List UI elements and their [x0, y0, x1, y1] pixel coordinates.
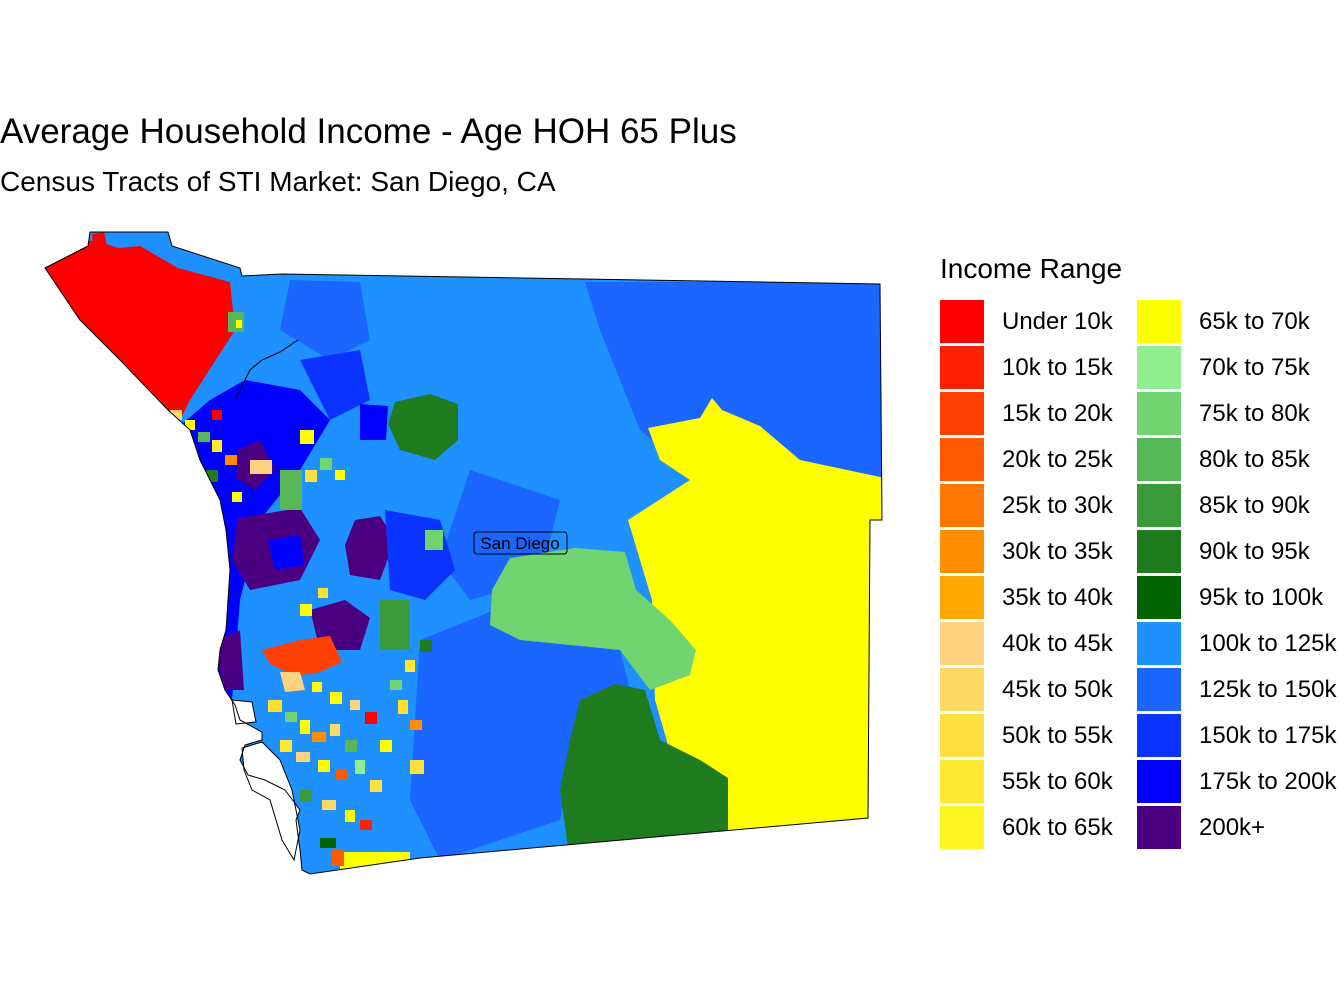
legend-swatch	[940, 300, 984, 343]
legend-label: 80k to 85k	[1199, 446, 1310, 473]
tract-75k-80k-center	[490, 548, 696, 690]
legend-label: 100k to 125k	[1199, 630, 1337, 657]
legend-label: 125k to 150k	[1199, 676, 1337, 703]
tract-90k-95k-north	[388, 394, 458, 460]
legend-swatch	[940, 530, 984, 573]
legend-label: 35k to 40k	[1002, 584, 1113, 611]
legend-label: 75k to 80k	[1199, 400, 1310, 427]
tract-90k-95k-south	[560, 684, 728, 848]
legend-label: 55k to 60k	[1002, 768, 1113, 795]
legend-swatch	[940, 714, 984, 757]
legend-label: Under 10k	[1002, 308, 1113, 335]
legend-swatch	[1137, 530, 1181, 573]
tract-under-10k-small	[92, 232, 108, 254]
legend-swatch	[940, 668, 984, 711]
legend-label: 20k to 25k	[1002, 446, 1113, 473]
tract-200k-d	[218, 630, 244, 690]
tract-40k-45k-a	[280, 672, 305, 692]
legend-swatch	[1137, 576, 1181, 619]
north-coast-tract-mosaic	[170, 312, 443, 550]
river-line	[234, 339, 299, 401]
tract-175k-200k-c	[268, 535, 305, 570]
legend-swatch	[940, 622, 984, 665]
tract-150k-175k-b	[300, 350, 370, 420]
legend-swatch	[1137, 714, 1181, 757]
legend-swatch	[1137, 668, 1181, 711]
legend-label: 200k+	[1199, 814, 1266, 841]
legend-label: 150k to 175k	[1199, 722, 1337, 749]
legend-swatch	[1137, 300, 1181, 343]
legend-label: 85k to 90k	[1199, 492, 1310, 519]
legend-label: 30k to 35k	[1002, 538, 1113, 565]
legend-swatch	[1137, 484, 1181, 527]
legend-swatch	[940, 576, 984, 619]
legend-label: 175k to 200k	[1199, 768, 1337, 795]
urban-tract-mosaic	[254, 588, 432, 872]
legend-label: 25k to 30k	[1002, 492, 1113, 519]
tract-65k-70k-east	[628, 398, 882, 832]
legend-label: 95k to 100k	[1199, 584, 1324, 611]
legend-swatch	[1137, 346, 1181, 389]
county-map: San Diego	[44, 231, 883, 875]
legend-swatch	[1137, 622, 1181, 665]
legend-label: 10k to 15k	[1002, 354, 1113, 381]
legend-swatch	[940, 346, 984, 389]
mission-bay-water	[231, 699, 257, 725]
legend-swatch	[1137, 438, 1181, 481]
city-label-box	[473, 531, 568, 555]
legend-swatch	[940, 760, 984, 803]
tract-125k-150k-south	[410, 600, 630, 860]
legend-swatch	[1137, 392, 1181, 435]
legend-label: 65k to 70k	[1199, 308, 1310, 335]
tract-15k-20k	[262, 636, 342, 676]
tract-200k-b	[345, 516, 395, 580]
legend-swatch	[1137, 806, 1181, 849]
bay-water	[241, 741, 301, 862]
city-label: San Diego	[480, 534, 559, 553]
legend-label: 45k to 50k	[1002, 676, 1113, 703]
tract-125k-150k-north	[280, 280, 370, 360]
legend-swatch	[940, 438, 984, 481]
tract-under-10k	[45, 240, 235, 430]
legend-swatch	[940, 392, 984, 435]
legend-label: 15k to 20k	[1002, 400, 1113, 427]
legend-label: 50k to 55k	[1002, 722, 1113, 749]
legend-label: 60k to 65k	[1002, 814, 1113, 841]
county-boundary	[44, 231, 883, 875]
legend-label: 90k to 95k	[1199, 538, 1310, 565]
legend-title: Income Range	[940, 253, 1123, 284]
legend-swatch	[940, 806, 984, 849]
tract-175k-200k-b	[360, 404, 388, 440]
legend-swatch	[940, 484, 984, 527]
legend-label: 70k to 75k	[1199, 354, 1310, 381]
legend-label: 40k to 45k	[1002, 630, 1113, 657]
legend-swatch	[1137, 760, 1181, 803]
map-title: Average Household Income - Age HOH 65 Pl…	[0, 112, 737, 151]
map-subtitle: Census Tracts of STI Market: San Diego, …	[0, 166, 556, 197]
